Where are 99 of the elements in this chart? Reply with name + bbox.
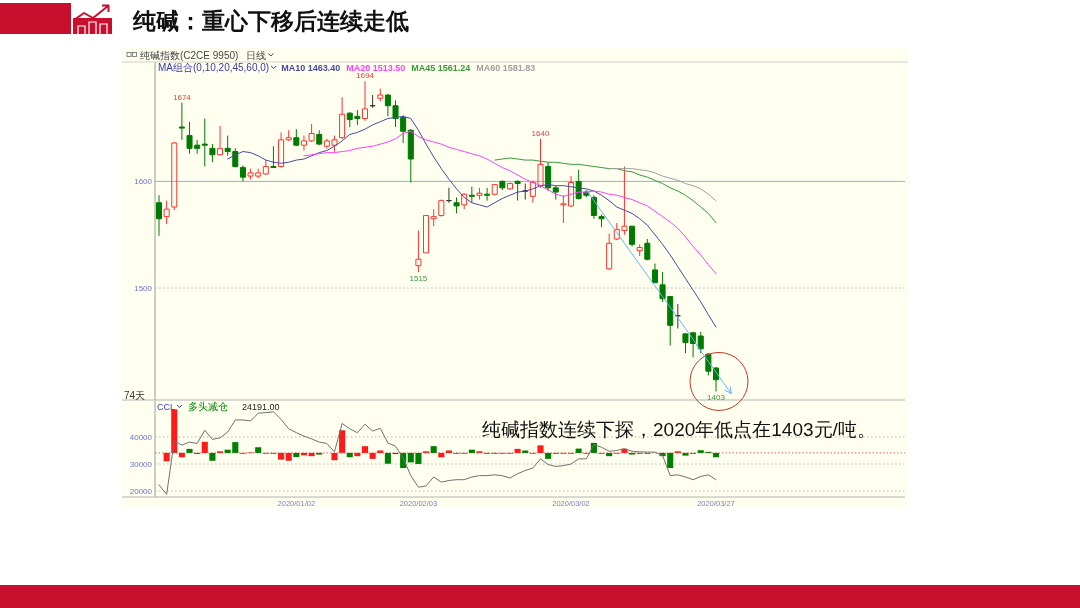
bar <box>339 430 346 453</box>
bar <box>575 448 582 453</box>
bar <box>285 452 292 461</box>
candlestick <box>697 331 704 354</box>
bar <box>514 448 521 453</box>
candlestick <box>278 131 285 169</box>
bar <box>278 452 285 460</box>
line-series <box>227 115 717 328</box>
candlestick <box>484 187 491 202</box>
candlestick <box>262 159 269 176</box>
chart-title: 纯碱：重心下移后连续走低 <box>132 8 409 34</box>
bar <box>606 452 613 457</box>
candlestick <box>468 186 475 204</box>
candlestick <box>361 80 369 122</box>
y-tick-label: 1500 <box>134 284 153 294</box>
annotation: 1674 <box>172 92 192 102</box>
chart-subtitle: 纯碱指数(C2CE 9950) <box>140 49 239 61</box>
candlestick <box>438 199 445 218</box>
candlestick <box>407 128 414 183</box>
candlestick <box>209 143 216 163</box>
candlestick <box>316 129 323 146</box>
candlestick <box>285 129 292 142</box>
bar <box>201 441 208 453</box>
candlestick <box>217 125 224 157</box>
legend: MA组合(0,10,20,45,60,0) MA10 1463.40 MA20 1513.50 MA45 1561.24 MA60 1581.83 <box>158 62 536 73</box>
bar <box>712 452 720 458</box>
bar <box>308 452 315 457</box>
annotation: 24191.00 <box>242 402 280 412</box>
candlestick <box>445 187 452 204</box>
candlestick <box>499 179 506 191</box>
y-tick-label: 40000 <box>129 432 153 442</box>
bar <box>369 452 376 459</box>
text: 日线 <box>246 49 267 61</box>
bar <box>445 450 452 453</box>
annotation: 纯碱指数连续下探，2020年低点在1403元/吨。 <box>482 419 876 440</box>
bar <box>293 452 300 457</box>
candlestick <box>491 184 498 196</box>
candlestick <box>506 181 513 191</box>
bar <box>331 452 338 461</box>
bar <box>178 452 185 458</box>
annotation: 1515 <box>409 273 428 283</box>
candlestick <box>552 185 559 201</box>
chart-title: CCL <box>157 402 176 412</box>
bar <box>346 452 353 458</box>
candlestick <box>293 128 300 147</box>
bar <box>163 452 170 462</box>
candlestick <box>461 192 468 210</box>
candlestick <box>514 179 521 202</box>
y-tick-label: 30000 <box>129 460 153 470</box>
candlestick <box>598 213 605 228</box>
candlestick <box>178 102 185 141</box>
candlestick <box>476 187 483 201</box>
bar <box>430 446 437 453</box>
y-tick-label: 20000 <box>129 487 153 497</box>
annotation: 1640 <box>531 128 550 138</box>
candlestick <box>651 263 658 284</box>
annotation: 1694 <box>356 71 375 81</box>
candlestick <box>270 145 277 169</box>
candlestick <box>453 196 460 214</box>
line-series <box>608 168 717 202</box>
bar <box>354 452 361 457</box>
candlestick <box>201 118 208 167</box>
bar <box>377 450 384 453</box>
candlestick <box>545 161 552 192</box>
bar <box>545 452 552 459</box>
candlestick <box>629 225 636 247</box>
candlestick <box>377 88 384 102</box>
candlestick <box>339 96 346 140</box>
candlestick <box>590 194 597 220</box>
candlestick <box>430 208 437 227</box>
bar <box>522 450 529 453</box>
candlestick <box>423 215 430 254</box>
y-tick-label: 1600 <box>134 177 153 187</box>
candlestick <box>163 200 170 225</box>
candlestick <box>239 164 246 182</box>
bar <box>537 445 544 453</box>
candlestick <box>369 94 376 109</box>
candlestick <box>155 194 163 237</box>
candlestick <box>606 233 613 271</box>
candlestick <box>636 243 643 257</box>
line-series <box>303 130 717 275</box>
bar <box>468 449 475 453</box>
bar <box>361 446 369 453</box>
text: 74天 <box>124 390 146 401</box>
bar <box>186 448 193 453</box>
bar <box>171 409 178 453</box>
candlestick <box>644 238 651 261</box>
candlestick <box>674 303 681 330</box>
candlestick <box>171 141 178 211</box>
annotation: 多头减仓 <box>188 401 229 412</box>
legend-label: MA10 1463.40 <box>281 63 341 73</box>
bar <box>209 452 216 461</box>
annotation: 1403 <box>707 392 726 402</box>
bar <box>255 447 262 453</box>
candlestick <box>415 229 422 273</box>
legend-title: MA组合(0,10,20,45,60,0) <box>158 62 270 73</box>
line-series <box>494 157 717 224</box>
candlestick <box>522 183 529 201</box>
bar <box>438 452 445 458</box>
